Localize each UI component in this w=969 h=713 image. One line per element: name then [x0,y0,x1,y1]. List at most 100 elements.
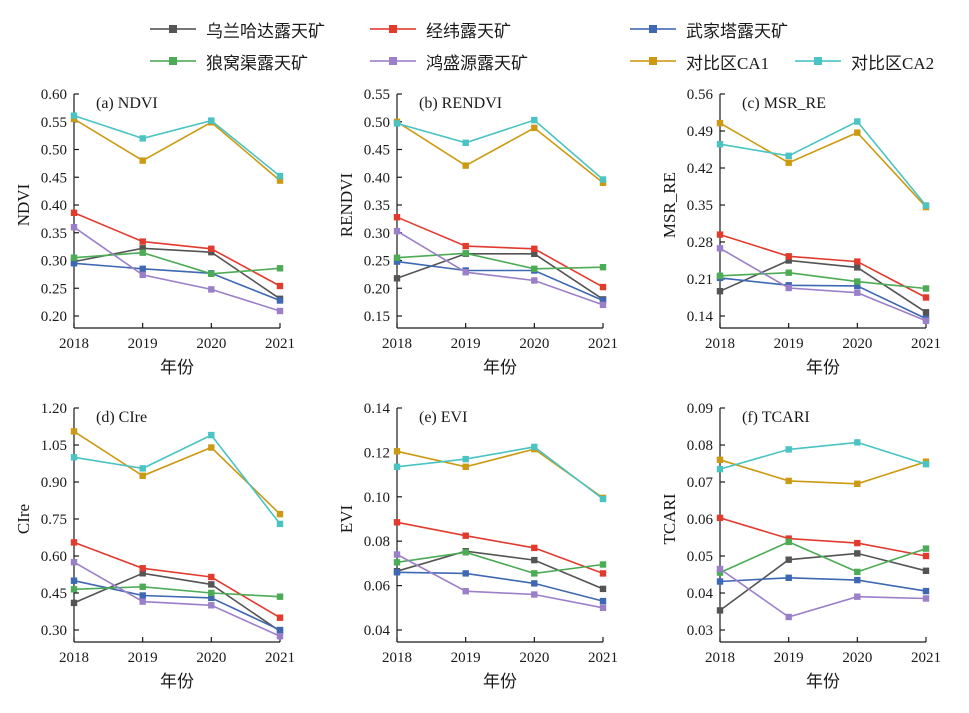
series-marker-0 [139,245,146,252]
panel-label: (a) NDVI [96,95,158,112]
chart-svg: 0.04 0.06 0.08 0.10 0.12 0.14 2018 2019 2020 2021… [337,401,618,691]
y-tick-label: 0.56 [686,87,713,103]
series-marker-6 [716,141,723,148]
x-tick-label: 2018 [382,650,412,666]
series-marker-1 [207,573,214,581]
chart-svg: 0.03 0.04 0.05 0.06 0.07 0.08 0.09 2018 2019 2020… [660,401,941,691]
series-marker-6 [599,176,606,183]
series-marker-1 [462,242,469,250]
legend-square-icon [169,57,177,65]
series-marker-1 [530,544,537,552]
series-line-2 [719,277,926,320]
series-line-3 [719,271,926,290]
series-marker-2 [207,594,214,602]
y-tick-label: 0.10 [363,490,389,506]
y-tick-label: 0.50 [363,115,389,131]
series-marker-0 [530,250,537,257]
series-marker-3 [922,545,929,552]
series-marker-4 [139,271,146,279]
series-marker-3 [70,254,77,261]
legend-square-icon [169,25,177,33]
x-tick-label: 2018 [382,336,412,352]
panel-label: (c) MSR_RE [742,95,826,112]
series-marker-6 [393,463,400,470]
series-marker-2 [393,569,400,576]
series-marker-2 [70,577,77,584]
series-marker-3 [139,583,146,590]
series-marker-5 [462,162,469,169]
y-tick-label: 0.25 [363,254,389,270]
series-line-4 [719,568,926,618]
series-marker-4 [139,598,146,605]
series-line-4 [396,230,603,306]
x-tick-label: 2020 [196,336,226,352]
series-marker-5 [462,463,469,470]
x-tick-label: 2019 [127,336,157,352]
series-marker-6 [530,443,537,451]
x-tick-label: 2020 [842,336,872,352]
y-tick-label: 0.45 [363,143,389,159]
x-tick-label: 2021 [265,650,295,666]
series-line-4 [73,226,280,312]
series-marker-4 [716,565,723,573]
legend-label: 对比区CA1 [686,53,770,73]
series-marker-2 [716,578,723,585]
y-tick-label: 0.28 [686,235,712,251]
x-tick-label: 2020 [842,650,872,666]
y-tick-label: 0.45 [40,170,66,186]
series-marker-3 [716,569,723,576]
series-marker-3 [139,249,146,256]
y-tick-label: 0.50 [40,143,66,159]
y-tick-label: 0.35 [40,226,66,242]
series-marker-0 [716,607,723,614]
series-marker-1 [599,570,606,577]
y-tick-label: 1.20 [40,401,66,417]
x-tick-label: 2021 [265,336,295,352]
y-tick-label: 0.30 [40,254,66,270]
legend-row: 狼窝渠露天矿 鸿盛源露天矿 对比区CA1 对比区CA2 [150,45,969,77]
series-marker-0 [393,275,400,282]
y-tick-label: 0.12 [363,445,389,461]
series-marker-2 [276,626,283,634]
series-marker-1 [276,614,283,621]
y-tick-label: 0.55 [40,115,66,131]
legend-label: 狼窝渠露天矿 [206,53,308,73]
series-marker-3 [785,538,792,546]
x-tick-label: 2020 [519,650,549,666]
series-line-4 [73,561,280,637]
series-marker-4 [785,613,792,621]
series-line-0 [396,550,603,590]
series-marker-3 [785,269,792,276]
y-tick-label: 0.20 [363,281,389,297]
x-tick-label: 2020 [196,650,226,666]
x-tick-label: 2019 [773,336,803,352]
series-line-0 [719,552,926,612]
y-tick-label: 0.35 [686,198,712,214]
series-marker-1 [530,245,537,252]
series-marker-5 [139,157,146,164]
series-marker-4 [393,551,400,558]
series-line-2 [719,576,926,592]
series-marker-4 [922,317,929,324]
series-line-5 [396,448,603,499]
x-tick-label: 2019 [773,650,803,666]
series-marker-6 [530,116,537,124]
series-marker-1 [393,519,400,526]
legend-item-4: 鸿盛源露天矿 [370,49,630,74]
y-tick-label: 0.09 [686,401,712,417]
series-marker-3 [276,265,283,272]
legend-marker-icon [370,25,416,34]
legend-square-icon [389,25,397,33]
series-marker-5 [853,129,860,136]
y-axis-label: TCARI [660,493,679,544]
y-tick-label: 0.40 [363,170,389,186]
series-marker-3 [462,549,469,556]
series-marker-6 [393,120,400,127]
series-marker-6 [922,202,929,209]
series-line-1 [719,233,926,299]
y-tick-label: 0.04 [686,586,713,602]
legend-square-icon [814,57,822,65]
series-line-4 [719,247,926,322]
series-marker-1 [70,539,77,546]
series-marker-3 [462,250,469,257]
